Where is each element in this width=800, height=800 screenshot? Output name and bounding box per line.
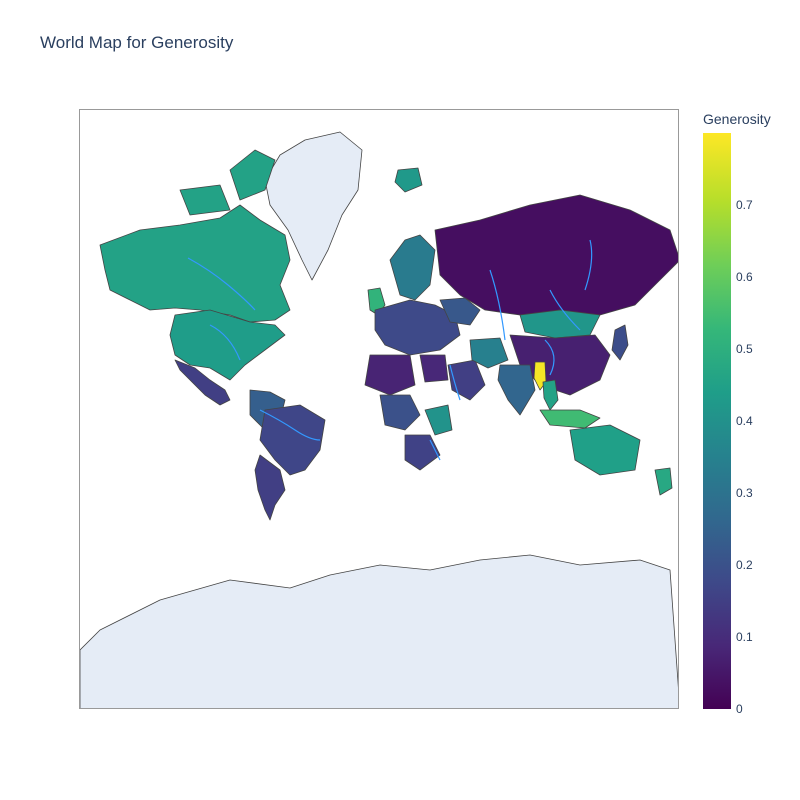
region-united-states[interactable] — [169, 309, 286, 381]
region-australia[interactable] — [569, 424, 641, 476]
region-iceland[interactable] — [394, 167, 423, 193]
world-map[interactable] — [80, 110, 679, 709]
region-ukraine[interactable] — [439, 297, 481, 326]
colorbar-tick-label: 0.3 — [736, 486, 753, 500]
region-canada[interactable] — [99, 149, 291, 323]
map-frame[interactable] — [79, 109, 679, 709]
region-indonesia[interactable] — [539, 409, 601, 429]
colorbar-tick-label: 0 — [736, 702, 743, 716]
region-antarctica[interactable] — [80, 554, 679, 709]
region-algeria[interactable] — [364, 354, 416, 396]
region-russia[interactable] — [434, 194, 679, 316]
region-iran[interactable] — [469, 337, 509, 369]
region-nigeria[interactable] — [379, 394, 421, 431]
colorbar-tick-label: 0.7 — [736, 198, 753, 212]
region-kenya[interactable] — [424, 404, 453, 436]
region-japan[interactable] — [611, 324, 629, 361]
colorbar-tick-label: 0.5 — [736, 342, 753, 356]
chart-title: World Map for Generosity — [40, 33, 234, 52]
region-mongolia[interactable] — [519, 309, 601, 339]
region-egypt[interactable] — [419, 354, 449, 383]
region-europe[interactable] — [374, 299, 461, 356]
colorbar-tick-label: 0.2 — [736, 558, 753, 572]
colorbar — [703, 133, 731, 709]
colorbar-tick-label: 0.6 — [736, 270, 753, 284]
region-argentina[interactable] — [254, 454, 286, 521]
region-scandinavia[interactable] — [389, 234, 436, 301]
region-new-zealand[interactable] — [654, 467, 673, 496]
region-brazil[interactable] — [259, 404, 326, 476]
colorbar-tick-label: 0.4 — [736, 414, 753, 428]
colorbar-tick-label: 0.1 — [736, 630, 753, 644]
region-india[interactable] — [497, 364, 536, 416]
rivers — [187, 239, 593, 461]
region-thailand[interactable] — [542, 379, 559, 411]
region-mexico[interactable] — [174, 359, 231, 406]
colorbar-title: Generosity — [703, 111, 771, 127]
